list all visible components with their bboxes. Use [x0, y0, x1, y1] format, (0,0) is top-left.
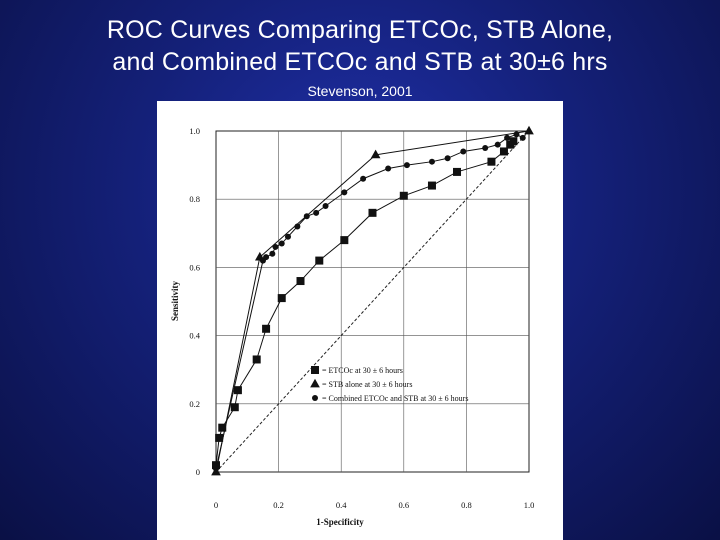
circle-point: [428, 158, 435, 165]
circle-point: [403, 162, 410, 169]
reference-line: [215, 130, 530, 473]
square-point: [218, 423, 227, 432]
x-tick-label: 0.2: [273, 500, 284, 510]
y-axis-label: Sensitivity: [170, 281, 180, 322]
y-tick-label: 1.0: [189, 126, 200, 136]
chance-diagonal-line: [215, 130, 530, 473]
series-layer: [211, 125, 534, 476]
legend-label: = ETCOc at 30 ± 6 hours: [322, 366, 403, 375]
circle-point: [322, 203, 329, 210]
circle-point: [313, 209, 320, 216]
circle-point: [444, 155, 451, 162]
square-point: [453, 167, 462, 176]
square-point: [487, 157, 496, 166]
square-point: [212, 461, 220, 470]
y-tick-label: 0.6: [189, 262, 200, 272]
series-circle: [213, 131, 526, 472]
y-tick-label: 0: [196, 467, 200, 477]
square-point: [340, 236, 349, 245]
grid: [216, 131, 529, 472]
series-triangle: [211, 125, 534, 476]
x-tick-label: 0.6: [398, 500, 409, 510]
legend-label: = STB alone at 30 ± 6 hours: [322, 380, 412, 389]
circle-point: [360, 175, 367, 182]
circle-point: [278, 240, 285, 247]
series-square: [212, 137, 518, 470]
x-tick-label: 0.8: [461, 500, 472, 510]
square-point: [262, 324, 271, 333]
series-line-square: [215, 140, 514, 466]
triangle-point: [370, 149, 381, 159]
legend: = ETCOc at 30 ± 6 hours = STB alone at 30…: [310, 366, 468, 403]
slide-title-line-1: ROC Curves Comparing ETCOc, STB Alone,: [106, 16, 614, 44]
circle-point: [272, 243, 279, 250]
square-point: [399, 191, 408, 200]
square-point: [368, 208, 377, 217]
y-tick-label: 0.2: [189, 399, 200, 409]
square-point: [230, 403, 239, 412]
slide-subtitle: Stevenson, 2001: [307, 83, 413, 99]
series-line-circle: [215, 133, 523, 469]
square-point: [509, 137, 518, 146]
circle-point: [294, 223, 301, 230]
x-tick-label: 0.4: [336, 500, 347, 510]
square-point: [499, 147, 508, 156]
y-tick-label: 0.8: [189, 194, 200, 204]
x-axis-label: 1-Specificity: [316, 517, 364, 527]
square-point: [233, 386, 242, 395]
circle-point: [303, 213, 310, 220]
circle-point: [482, 145, 489, 152]
circle-point: [263, 254, 270, 261]
square-point: [315, 256, 324, 265]
legend-label: = Combined ETCOc and STB at 30 ± 6 hours: [322, 394, 468, 403]
circle-point: [341, 189, 348, 196]
legend-marker-circle: [312, 395, 318, 401]
tick-labels: 0 0.2 0.4 0.6 0.8 1.0 0 0.2 0.4 0.6 0.8 1.0: [189, 126, 534, 510]
legend-marker-triangle: [310, 378, 320, 388]
square-point: [427, 181, 436, 190]
square-point: [215, 433, 224, 442]
plot-frame: [215, 130, 530, 473]
roc-chart: 0 0.2 0.4 0.6 0.8 1.0 0 0.2 0.4 0.6 0.8 1.0 = ETCOc…: [170, 125, 534, 527]
legend-marker-square: [311, 366, 319, 374]
x-tick-label: 1.0: [524, 500, 535, 510]
triangle-point: [524, 125, 534, 135]
circle-point: [513, 131, 520, 138]
slide-title: ROC Curves Comparing ETCOc, STB Alone, a…: [0, 14, 720, 78]
circle-point: [504, 134, 511, 141]
square-point: [252, 355, 261, 364]
series-line-triangle: [215, 130, 530, 473]
roc-figure: 0 0.2 0.4 0.6 0.8 1.0 0 0.2 0.4 0.6 0.8 1.0 = ETCOc…: [157, 101, 563, 540]
circle-point: [213, 465, 219, 472]
circle-point: [284, 233, 291, 240]
circle-point: [519, 134, 526, 141]
slide-title-line-2: and Combined ETCOc and STB at 30±6 hrs: [112, 48, 608, 76]
square-point: [277, 294, 286, 303]
circle-point: [385, 165, 392, 172]
x-tick-label: 0: [214, 500, 218, 510]
square-point: [296, 277, 305, 286]
circle-point: [460, 148, 467, 155]
circle-point: [494, 141, 501, 148]
y-tick-label: 0.4: [189, 331, 200, 341]
circle-point: [269, 250, 276, 257]
